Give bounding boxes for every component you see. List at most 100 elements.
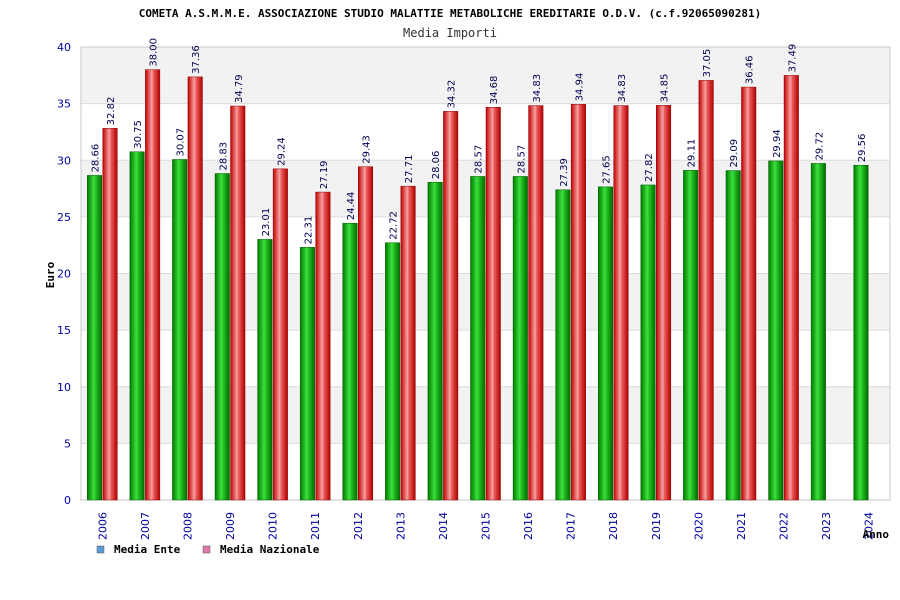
- bar-media-nazionale: [741, 86, 757, 501]
- bar-media-nazionale: [145, 69, 161, 501]
- bar-media-nazionale: [187, 76, 203, 501]
- bar-media-nazionale: [230, 105, 246, 501]
- bar-media-ente: [512, 176, 528, 501]
- data-label: 30.75: [133, 120, 144, 149]
- data-label: 22.72: [389, 211, 400, 240]
- data-label: 37.05: [702, 49, 713, 78]
- data-label: 34.83: [617, 74, 628, 103]
- legend-swatch-media-ente: [96, 545, 105, 554]
- data-label: 28.66: [91, 144, 102, 173]
- bar-media-nazionale: [400, 185, 416, 501]
- data-label: 32.82: [106, 97, 117, 126]
- x-axis-label: Anno: [863, 528, 890, 541]
- bar-media-nazionale: [485, 106, 501, 501]
- x-tick-label: 2013: [394, 512, 407, 540]
- bar-media-ente: [427, 181, 443, 501]
- bar-media-nazionale: [272, 168, 288, 501]
- bar-media-nazionale: [358, 166, 374, 501]
- x-tick-label: 2022: [778, 512, 791, 540]
- x-tick-label: 2020: [692, 512, 705, 540]
- bars: [87, 69, 869, 501]
- x-tick-label: 2010: [267, 512, 280, 540]
- bar-media-ente: [470, 176, 486, 501]
- legend-label-media-nazionale: Media Nazionale: [220, 543, 320, 556]
- data-label: 34.94: [574, 73, 585, 102]
- bar-media-nazionale: [570, 104, 586, 501]
- bar-media-ente: [214, 173, 230, 501]
- y-tick-label: 25: [57, 211, 71, 224]
- x-tick-label: 2006: [96, 512, 109, 540]
- y-tick-label: 20: [57, 268, 71, 281]
- data-label: 27.65: [601, 155, 612, 184]
- data-label: 28.83: [218, 142, 229, 171]
- data-label: 38.00: [149, 38, 160, 67]
- data-label: 27.19: [319, 160, 330, 189]
- data-label: 22.31: [303, 216, 314, 245]
- chart-subtitle: Media Importi: [403, 26, 497, 40]
- data-label: 23.01: [261, 208, 272, 237]
- x-tick-label: 2012: [352, 512, 365, 540]
- x-axis-ticks: 2006 2007 2008 2009 2010 2011 2012 2013 2014 2015…: [96, 512, 875, 540]
- data-labels: 28.66 32.82 30.75 38.00 30.07 37.36 28.83 34.79…: [91, 38, 868, 244]
- y-axis-ticks: 0 5 10 15 20 25 30 35 40: [57, 41, 71, 507]
- bar-media-ente: [342, 222, 358, 501]
- legend-label-media-ente: Media Ente: [114, 543, 181, 556]
- bar-media-nazionale: [443, 111, 459, 501]
- plot-frame: [80, 46, 891, 501]
- x-tick-label: 2019: [650, 512, 663, 540]
- legend: Media Ente Media Nazionale: [96, 543, 320, 556]
- x-tick-label: 2011: [309, 512, 322, 540]
- y-tick-label: 30: [57, 154, 71, 167]
- data-label: 27.82: [644, 153, 655, 182]
- data-label: 29.94: [772, 129, 783, 158]
- y-tick-label: 40: [57, 41, 71, 54]
- y-tick-label: 0: [64, 494, 71, 507]
- bar-media-ente: [257, 239, 273, 501]
- data-label: 36.46: [745, 55, 756, 84]
- data-label: 34.32: [447, 80, 458, 109]
- bar-media-ente: [853, 164, 869, 501]
- x-tick-label: 2023: [820, 512, 833, 540]
- bar-media-ente: [385, 242, 401, 501]
- data-label: 34.85: [660, 74, 671, 103]
- y-tick-label: 10: [57, 381, 71, 394]
- data-label: 29.11: [687, 139, 698, 168]
- data-label: 28.57: [474, 145, 485, 174]
- x-tick-label: 2021: [735, 512, 748, 540]
- data-label: 34.79: [234, 74, 245, 103]
- data-label: 29.09: [729, 139, 740, 168]
- y-tick-label: 35: [57, 98, 71, 111]
- data-label: 27.71: [404, 155, 415, 184]
- data-label: 29.56: [857, 134, 868, 163]
- y-tick-label: 5: [64, 437, 71, 450]
- x-tick-label: 2015: [480, 512, 493, 540]
- bar-media-ente: [725, 170, 741, 501]
- bar-media-ente: [683, 170, 699, 501]
- bar-media-nazionale: [783, 75, 799, 501]
- data-label: 34.83: [532, 74, 543, 103]
- bar-media-nazionale: [315, 191, 331, 501]
- y-tick-label: 15: [57, 324, 71, 337]
- bar-media-ente: [597, 186, 613, 501]
- data-label: 29.24: [276, 137, 287, 166]
- chart-title: COMETA A.S.M.M.E. ASSOCIAZIONE STUDIO MA…: [139, 7, 762, 20]
- x-tick-label: 2024: [863, 512, 876, 540]
- data-label: 37.36: [191, 45, 202, 74]
- bar-media-nazionale: [528, 105, 544, 501]
- data-label: 28.57: [516, 145, 527, 174]
- bar-media-ente: [129, 151, 145, 501]
- legend-swatch-media-nazionale: [202, 545, 211, 554]
- bar-media-ente: [555, 189, 571, 501]
- data-label: 28.06: [431, 151, 442, 180]
- bar-media-ente: [299, 247, 315, 501]
- x-tick-label: 2008: [181, 512, 194, 540]
- data-label: 30.07: [176, 128, 187, 157]
- bar-media-ente: [810, 163, 826, 501]
- bar-media-ente: [87, 175, 103, 501]
- data-label: 29.43: [362, 135, 373, 164]
- bar-media-ente: [172, 159, 188, 501]
- data-label: 24.44: [346, 192, 357, 221]
- y-axis-label: Euro: [44, 261, 57, 288]
- bar-media-nazionale: [698, 80, 714, 501]
